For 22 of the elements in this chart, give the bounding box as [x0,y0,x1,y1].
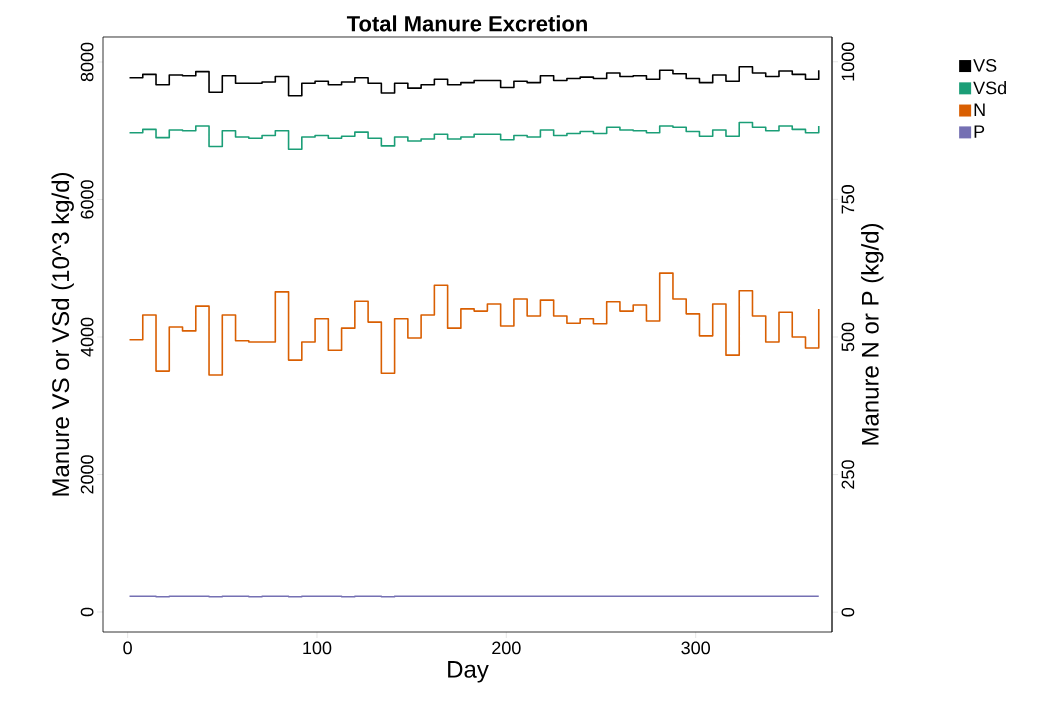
y-tick-label: 8000 [80,42,94,82]
y2-tick-label: 250 [841,460,855,489]
y-tick-label: 0 [80,607,94,617]
x-tick-label: 200 [492,641,521,655]
y-tick-label: 2000 [80,455,94,494]
legend-label: VS [973,59,997,72]
legend-label: VSd [973,81,1006,95]
x-tick-label: 300 [681,641,710,655]
x-tick-label: 0 [123,641,132,655]
x-axis-title: Day [448,661,489,683]
y2-tick-label: 0 [841,607,855,617]
x-tick-label: 100 [303,641,332,655]
legend-label: N [974,103,985,116]
y2-tick-label: 500 [841,322,855,352]
legend-label: P [974,125,985,138]
chart-title: Total Manure Excretion [346,15,587,32]
y2-axis-title: Manure N or P (kg/d) [861,223,884,445]
y-tick-label: 4000 [80,317,94,357]
y-tick-label: 6000 [80,180,94,219]
y2-tick-label: 750 [841,185,855,214]
y2-tick-label: 1000 [841,42,855,81]
y-axis-title: Manure VS or VSd (10^3 kg/d) [51,172,74,496]
